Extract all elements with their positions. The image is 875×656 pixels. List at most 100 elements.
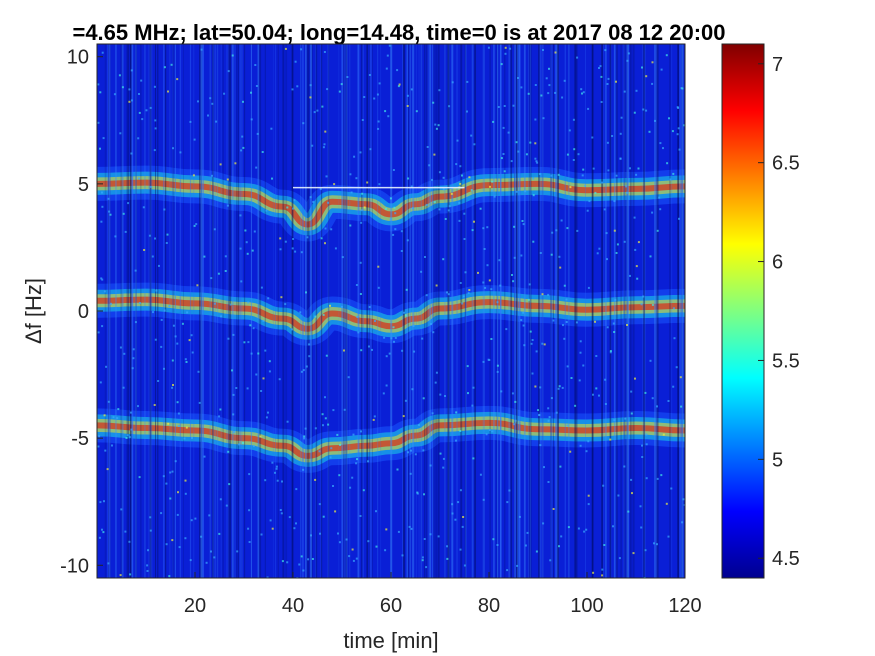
noise-speckle bbox=[609, 351, 612, 354]
noise-speckle bbox=[511, 392, 514, 395]
noise-speckle bbox=[130, 69, 133, 72]
noise-stripe bbox=[510, 44, 512, 578]
noise-stripe bbox=[499, 44, 502, 578]
noise-speckle bbox=[169, 471, 172, 474]
noise-speckle bbox=[163, 66, 166, 69]
noise-speckle bbox=[472, 386, 475, 389]
noise-speckle bbox=[683, 124, 685, 127]
noise-speckle bbox=[126, 434, 129, 437]
noise-speckle bbox=[274, 471, 276, 474]
noise-speckle bbox=[407, 177, 410, 180]
noise-speckle bbox=[611, 135, 614, 137]
noise-stripe bbox=[550, 44, 552, 578]
noise-speckle bbox=[211, 174, 213, 177]
noise-speckle bbox=[160, 512, 163, 515]
noise-stripe bbox=[682, 44, 684, 578]
noise-speckle bbox=[302, 369, 305, 372]
noise-stripe bbox=[104, 44, 107, 578]
noise-speckle bbox=[563, 79, 566, 82]
noise-speckle bbox=[393, 206, 396, 209]
noise-speckle bbox=[363, 96, 366, 98]
noise-speckle bbox=[294, 60, 297, 63]
noise-speckle bbox=[134, 269, 137, 272]
noise-speckle bbox=[516, 564, 519, 567]
noise-speckle bbox=[302, 569, 305, 572]
noise-speckle bbox=[101, 278, 104, 281]
noise-speckle bbox=[134, 321, 137, 324]
noise-stripe bbox=[148, 44, 150, 578]
noise-speckle bbox=[154, 127, 157, 130]
noise-speckle bbox=[442, 188, 445, 191]
noise-speckle bbox=[431, 412, 434, 415]
noise-speckle bbox=[377, 286, 380, 289]
noise-speckle bbox=[101, 205, 104, 208]
noise-stripe bbox=[677, 44, 679, 578]
noise-speckle bbox=[429, 464, 432, 467]
noise-speckle bbox=[309, 96, 312, 99]
noise-speckle bbox=[359, 293, 362, 295]
noise-stripe bbox=[471, 44, 473, 578]
noise-speckle bbox=[184, 358, 187, 361]
noise-speckle bbox=[205, 561, 208, 564]
noise-stripe bbox=[311, 44, 313, 578]
noise-speckle bbox=[97, 83, 100, 86]
noise-stripe bbox=[121, 44, 124, 578]
noise-speckle bbox=[429, 533, 432, 536]
noise-speckle bbox=[615, 252, 618, 254]
noise-speckle bbox=[541, 293, 544, 296]
noise-speckle bbox=[341, 256, 344, 259]
noise-stripe bbox=[189, 44, 192, 578]
noise-speckle bbox=[534, 157, 537, 160]
noise-stripe bbox=[623, 44, 625, 578]
noise-speckle bbox=[459, 282, 462, 284]
noise-speckle bbox=[446, 557, 449, 560]
noise-speckle bbox=[236, 550, 239, 553]
noise-speckle bbox=[162, 475, 165, 478]
noise-speckle bbox=[601, 181, 604, 184]
noise-speckle bbox=[247, 527, 250, 530]
noise-speckle bbox=[168, 575, 171, 578]
noise-speckle bbox=[434, 123, 437, 126]
noise-speckle bbox=[634, 377, 636, 380]
noise-speckle bbox=[177, 412, 180, 415]
noise-speckle bbox=[249, 324, 252, 327]
noise-speckle bbox=[304, 427, 307, 430]
noise-stripe bbox=[677, 44, 679, 578]
noise-speckle bbox=[217, 272, 220, 275]
noise-speckle bbox=[314, 427, 317, 430]
noise-speckle bbox=[345, 538, 348, 541]
noise-speckle bbox=[559, 465, 562, 468]
noise-speckle bbox=[181, 322, 184, 325]
noise-speckle bbox=[141, 118, 144, 121]
noise-speckle bbox=[525, 153, 528, 156]
noise-speckle bbox=[552, 319, 555, 322]
noise-speckle bbox=[557, 173, 560, 176]
noise-speckle bbox=[506, 501, 509, 504]
noise-speckle bbox=[410, 527, 413, 530]
noise-stripe bbox=[199, 44, 201, 578]
noise-stripe bbox=[425, 44, 428, 578]
noise-speckle bbox=[446, 545, 448, 548]
noise-speckle bbox=[146, 570, 149, 572]
noise-speckle bbox=[656, 229, 659, 232]
noise-stripe bbox=[216, 44, 219, 578]
noise-speckle bbox=[496, 364, 499, 367]
noise-speckle bbox=[152, 311, 154, 314]
noise-speckle bbox=[550, 397, 553, 400]
noise-speckle bbox=[218, 532, 221, 535]
noise-stripe bbox=[149, 44, 151, 578]
noise-speckle bbox=[219, 163, 222, 166]
noise-speckle bbox=[454, 518, 457, 521]
noise-speckle bbox=[226, 178, 229, 181]
x-tick-label: 40 bbox=[282, 595, 304, 617]
noise-speckle bbox=[586, 209, 589, 212]
noise-speckle bbox=[667, 400, 670, 402]
noise-speckle bbox=[100, 277, 103, 280]
noise-speckle bbox=[574, 404, 577, 407]
noise-speckle bbox=[325, 354, 328, 357]
noise-stripe bbox=[605, 44, 607, 578]
noise-speckle bbox=[197, 100, 199, 103]
noise-speckle bbox=[268, 360, 271, 363]
noise-speckle bbox=[247, 341, 250, 344]
noise-stripe bbox=[319, 44, 322, 578]
